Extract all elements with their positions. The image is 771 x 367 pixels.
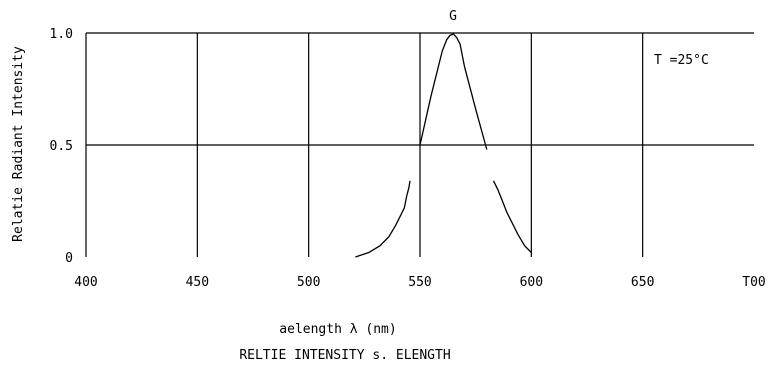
y-tick-label: 0.5 [50,139,73,154]
y-axis-label: Relatie Radiant Intensity [11,46,26,242]
y-tick-label: 0 [65,251,73,266]
tick-labels: 400 450 500 550 600 650 T00 0 0.5 1.0 [50,27,766,290]
x-axis-label: aelength λ (nm) [279,322,396,337]
x-tick-label: 400 [74,275,97,290]
temperature-annotation: T =25°C [654,53,709,68]
chart-title: G [449,9,457,24]
curves [355,33,532,258]
series-line-2 [419,33,488,150]
series-line-3 [492,180,532,253]
chart-subtitle: RELTIE INTENSITY s. ELENGTH [239,348,450,363]
x-tick-label: 600 [520,275,543,290]
series-line-1 [355,180,411,258]
x-tick-label: 550 [408,275,431,290]
y-tick-label: 1.0 [50,27,73,42]
x-tick-label: 650 [631,275,654,290]
x-tick-label: 450 [186,275,209,290]
x-tick-label: 500 [297,275,320,290]
x-tick-label: T00 [742,275,765,290]
